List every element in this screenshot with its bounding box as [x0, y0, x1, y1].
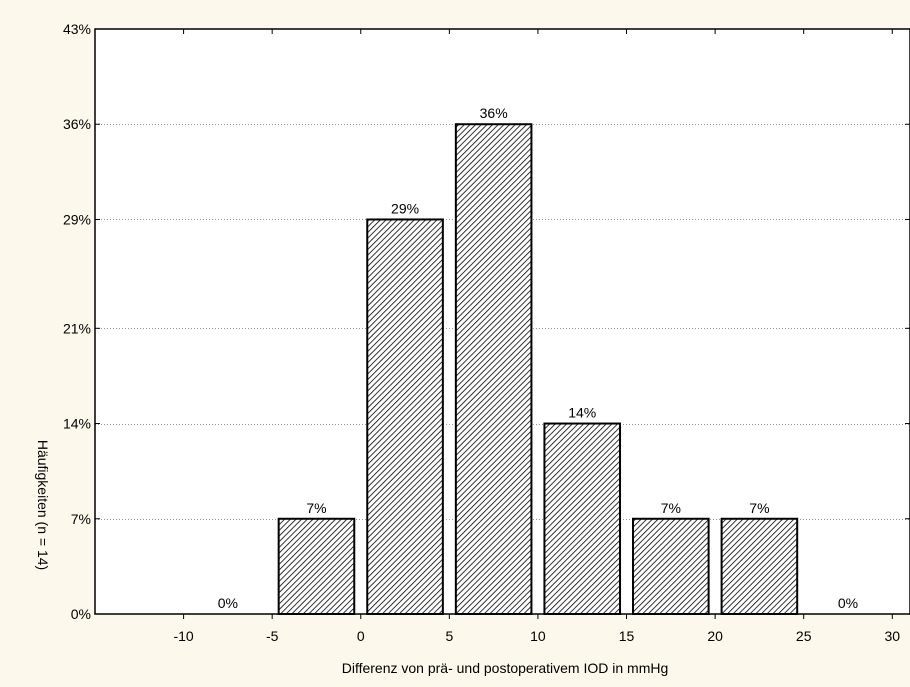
- histogram-bar: [277, 517, 356, 616]
- x-tick-label: 15: [619, 628, 635, 644]
- axes-group: 0% 7% 14% 21% 29% 36% 43% -10 -5 0 5 10 15 20 25 30: [63, 21, 910, 644]
- histogram-bar: [720, 517, 799, 616]
- x-tick-label: 0: [357, 628, 365, 644]
- histogram-bar: [632, 517, 710, 616]
- data-labels: 0% 7% 29% 36% 14% 7% 7% 0%: [218, 105, 858, 611]
- y-axis-title: Häufigkeiten (n = 14): [35, 440, 51, 570]
- bar-value-label: 0%: [838, 595, 858, 611]
- histogram-bar: [543, 422, 622, 615]
- bar-value-label: 7%: [306, 500, 326, 516]
- x-tick-label: -5: [266, 628, 279, 644]
- y-tick-label: 21%: [63, 320, 91, 336]
- x-axis-title: Differenz von prä- und postoperativem IO…: [342, 660, 669, 676]
- x-tick-label: 25: [796, 628, 812, 644]
- bars-group: [277, 123, 799, 616]
- y-tick-label: 7%: [71, 511, 91, 527]
- x-tick-label: 10: [530, 628, 546, 644]
- histogram-bar: [454, 123, 533, 616]
- bar-value-label: 0%: [218, 595, 238, 611]
- x-tick-label: -10: [173, 628, 193, 644]
- bar-value-label: 36%: [480, 105, 508, 121]
- histogram-bar: [366, 218, 444, 615]
- bar-value-label: 7%: [749, 500, 769, 516]
- plot-frame: [94, 28, 910, 615]
- grid-lines: [95, 124, 910, 520]
- x-tick-label: 5: [445, 628, 453, 644]
- x-tick-label: 20: [707, 628, 723, 644]
- x-tick-label: 30: [884, 628, 900, 644]
- bar-value-label: 29%: [391, 200, 419, 216]
- bar-value-label: 7%: [661, 500, 681, 516]
- y-tick-label: 0%: [71, 606, 91, 622]
- y-tick-label: 43%: [63, 21, 91, 37]
- y-tick-label: 29%: [63, 211, 91, 227]
- y-tick-label: 14%: [63, 416, 91, 432]
- y-tick-label: 36%: [63, 116, 91, 132]
- bar-value-label: 14%: [568, 405, 596, 421]
